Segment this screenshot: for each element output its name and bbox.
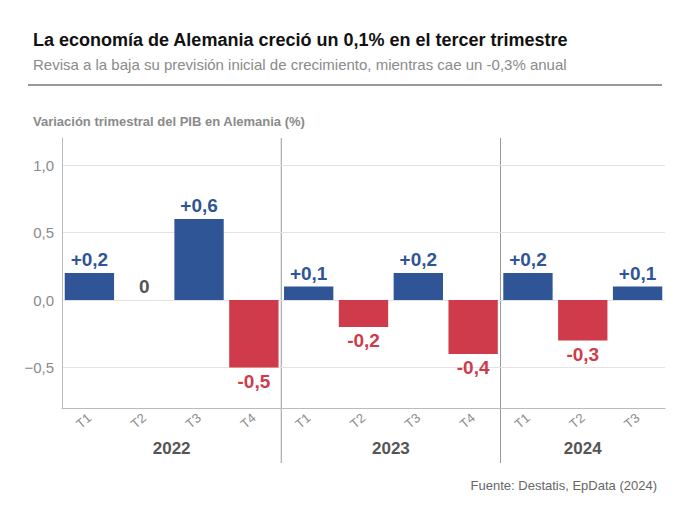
svg-text:+0,6: +0,6: [180, 195, 218, 216]
svg-text:0,0: 0,0: [33, 292, 54, 309]
svg-text:+0,1: +0,1: [619, 263, 657, 284]
svg-text:-0,5: -0,5: [237, 371, 270, 392]
svg-text:+0,1: +0,1: [290, 263, 328, 284]
svg-text:-0,2: -0,2: [347, 330, 380, 351]
svg-text:Fuente: Destatis, EpData (2024: Fuente: Destatis, EpData (2024): [471, 478, 657, 493]
svg-text:+0,2: +0,2: [509, 249, 547, 270]
svg-text:Variación trimestral del PIB e: Variación trimestral del PIB en Alemania…: [33, 114, 305, 129]
svg-text:0,5: 0,5: [33, 224, 54, 241]
svg-text:−0,5: −0,5: [24, 359, 54, 376]
svg-text:T1: T1: [73, 410, 94, 431]
svg-text:T1: T1: [512, 410, 533, 431]
svg-text:La economía de Alemania creció: La economía de Alemania creció un 0,1% e…: [33, 30, 568, 50]
svg-text:-0,3: -0,3: [566, 344, 599, 365]
svg-text:-0,4: -0,4: [457, 357, 490, 378]
svg-text:T3: T3: [183, 410, 204, 431]
svg-text:+0,2: +0,2: [71, 249, 109, 270]
svg-text:+0,2: +0,2: [400, 249, 438, 270]
svg-text:Revisa a la baja su previsión: Revisa a la baja su previsión inicial de…: [33, 56, 567, 73]
svg-text:T4: T4: [457, 410, 478, 431]
svg-text:T2: T2: [566, 410, 587, 431]
svg-text:T2: T2: [128, 410, 149, 431]
svg-text:T1: T1: [292, 410, 313, 431]
svg-text:2024: 2024: [564, 439, 602, 458]
svg-text:T2: T2: [347, 410, 368, 431]
svg-text:2022: 2022: [153, 439, 191, 458]
svg-text:T4: T4: [237, 410, 258, 431]
svg-text:T3: T3: [402, 410, 423, 431]
svg-text:1,0: 1,0: [33, 157, 54, 174]
svg-text:T3: T3: [621, 410, 642, 431]
svg-text:2023: 2023: [372, 439, 410, 458]
svg-text:0: 0: [139, 276, 150, 297]
